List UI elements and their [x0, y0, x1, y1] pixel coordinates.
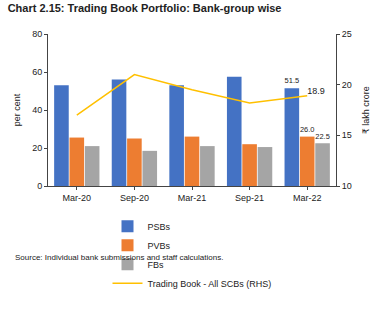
svg-text:0: 0 [37, 181, 42, 191]
svg-text:Mar-22: Mar-22 [293, 193, 322, 203]
svg-text:FBs: FBs [148, 260, 165, 270]
svg-text:20: 20 [342, 80, 352, 90]
svg-text:20: 20 [32, 143, 42, 153]
svg-text:Mar-21: Mar-21 [178, 193, 207, 203]
svg-text:10: 10 [342, 181, 352, 191]
svg-text:15: 15 [342, 130, 352, 140]
svg-text:26.0: 26.0 [300, 125, 315, 134]
svg-text:18.9: 18.9 [307, 86, 325, 96]
svg-text:Sep-21: Sep-21 [235, 193, 264, 203]
svg-text:22.5: 22.5 [315, 132, 330, 141]
svg-text:per cent: per cent [12, 93, 22, 126]
svg-text:Trading Book - All SCBs (RHS): Trading Book - All SCBs (RHS) [148, 279, 272, 289]
svg-text:25: 25 [342, 29, 352, 39]
svg-text:80: 80 [32, 29, 42, 39]
svg-text:PSBs: PSBs [148, 222, 171, 232]
svg-text:₹ lakh crore: ₹ lakh crore [361, 86, 371, 134]
svg-text:Source: Individual bank submis: Source: Individual bank submissions and … [15, 253, 223, 262]
svg-text:PVBs: PVBs [148, 241, 171, 251]
svg-text:Mar-20: Mar-20 [63, 193, 92, 203]
svg-text:Chart 2.15: Trading Book Portf: Chart 2.15: Trading Book Portfolio: Bank… [8, 2, 282, 14]
svg-text:40: 40 [32, 105, 42, 115]
svg-text:60: 60 [32, 67, 42, 77]
svg-text:51.5: 51.5 [285, 76, 300, 85]
svg-text:Sep-20: Sep-20 [120, 193, 149, 203]
